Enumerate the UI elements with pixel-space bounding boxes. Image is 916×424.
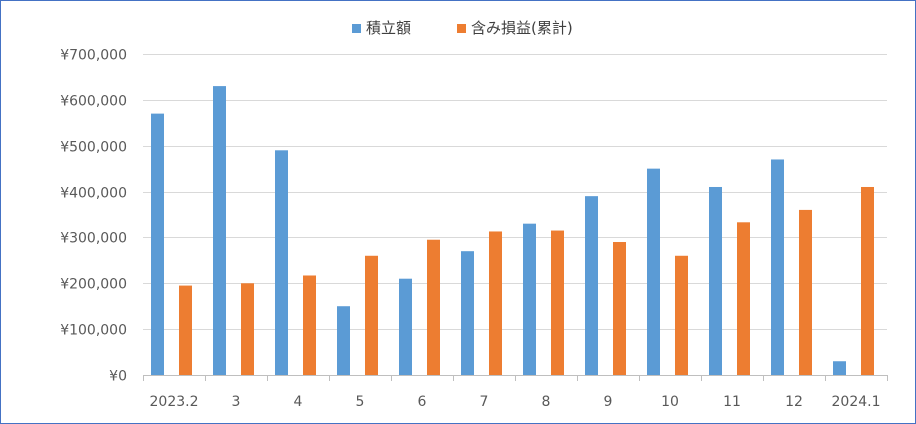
- bar-unrealized-gain: [241, 283, 254, 375]
- y-tick-label: ¥0: [109, 369, 127, 385]
- bars: [151, 86, 874, 375]
- y-tick-label: ¥400,000: [60, 186, 127, 202]
- bar-unrealized-gain: [365, 255, 378, 375]
- bar-contribution: [337, 306, 350, 375]
- x-tick-label: 9: [604, 394, 613, 410]
- x-tick-label: 2024.1: [832, 394, 881, 410]
- legend-swatch: [352, 24, 361, 33]
- bar-contribution: [213, 86, 226, 375]
- legend-label: 積立額: [366, 19, 411, 37]
- bar-unrealized-gain: [737, 222, 750, 375]
- bar-unrealized-gain: [489, 231, 502, 375]
- y-tick-label: ¥500,000: [60, 140, 127, 156]
- bar-contribution: [151, 113, 164, 375]
- bar-unrealized-gain: [303, 275, 316, 375]
- x-tick-label: 6: [418, 394, 427, 410]
- x-tick-label: 2023.2: [150, 394, 199, 410]
- tick-labels: ¥0 ¥100,000 ¥200,000 ¥300,000 ¥400,000 ¥500,0…: [60, 48, 880, 411]
- bar-contribution: [771, 159, 784, 375]
- x-tick-label: 11: [723, 394, 741, 410]
- x-tick-label: 12: [785, 394, 803, 410]
- bar-contribution: [585, 196, 598, 375]
- bar-unrealized-gain: [427, 239, 440, 375]
- bar-unrealized-gain: [613, 242, 626, 375]
- bar-unrealized-gain: [675, 255, 688, 375]
- x-tick-label: 3: [232, 394, 241, 410]
- bar-contribution: [399, 278, 412, 375]
- y-tick-label: ¥600,000: [60, 94, 127, 110]
- y-tick-label: ¥300,000: [60, 231, 127, 247]
- y-tick-label: ¥700,000: [60, 48, 127, 64]
- bar-unrealized-gain: [551, 230, 564, 375]
- legend: 積立額 含み損益(累計): [352, 19, 573, 37]
- bar-unrealized-gain: [861, 186, 874, 375]
- x-tick-label: 10: [661, 394, 679, 410]
- gridlines: [143, 54, 887, 330]
- bar-contribution: [523, 223, 536, 375]
- axes: [143, 375, 888, 381]
- x-tick-label: 7: [480, 394, 489, 410]
- bar-contribution: [647, 168, 660, 375]
- legend-label: 含み損益(累計): [471, 19, 573, 37]
- bar-contribution: [833, 361, 846, 375]
- bar-unrealized-gain: [179, 285, 192, 375]
- bar-contribution: [461, 251, 474, 375]
- x-tick-label: 4: [294, 394, 303, 410]
- bar-contribution: [275, 150, 288, 375]
- bar-contribution: [709, 186, 722, 375]
- y-tick-label: ¥200,000: [60, 277, 127, 293]
- bar-unrealized-gain: [799, 209, 812, 375]
- x-tick-label: 5: [356, 394, 365, 410]
- y-tick-label: ¥100,000: [60, 323, 127, 339]
- x-tick-label: 8: [542, 394, 551, 410]
- legend-swatch: [457, 24, 466, 33]
